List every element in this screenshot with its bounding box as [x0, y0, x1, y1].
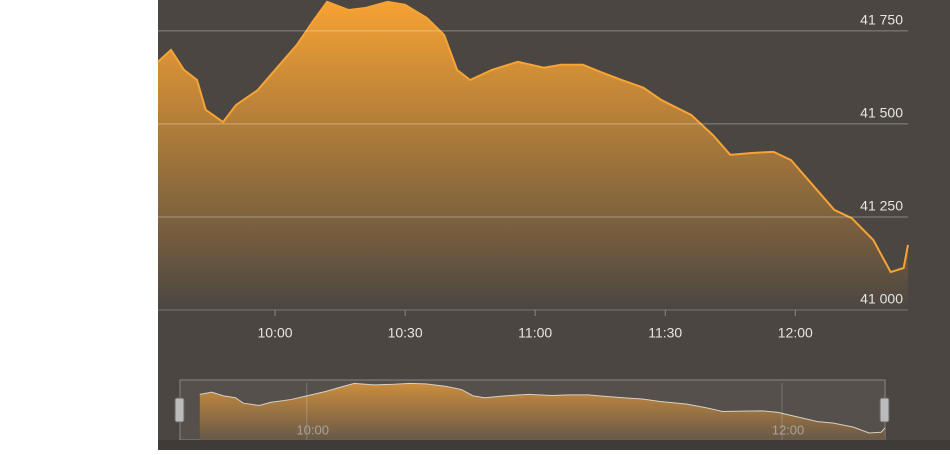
navigator-tick-label: 12:00 [772, 422, 805, 437]
scrollbar[interactable] [158, 440, 950, 450]
y-tick-label: 41 000 [860, 291, 903, 307]
area [158, 1, 908, 310]
navigator-tick-label: 10:00 [296, 422, 329, 437]
x-tick-label: 11:00 [518, 325, 552, 341]
line [157, 0, 909, 274]
x-tick-label: 11:30 [648, 325, 682, 341]
navigator-line [199, 382, 886, 434]
y-tick-label: 41 250 [860, 198, 903, 214]
y-tick-label: 41 500 [860, 105, 903, 121]
y-tick-label: 41 750 [860, 12, 903, 28]
navigator-handle[interactable] [174, 397, 185, 423]
x-tick-label: 12:00 [778, 325, 813, 341]
navigator-handle[interactable] [879, 397, 890, 423]
navigator-area [199, 383, 886, 440]
x-tick-label: 10:00 [258, 325, 293, 341]
x-tick-label: 10:30 [388, 325, 423, 341]
